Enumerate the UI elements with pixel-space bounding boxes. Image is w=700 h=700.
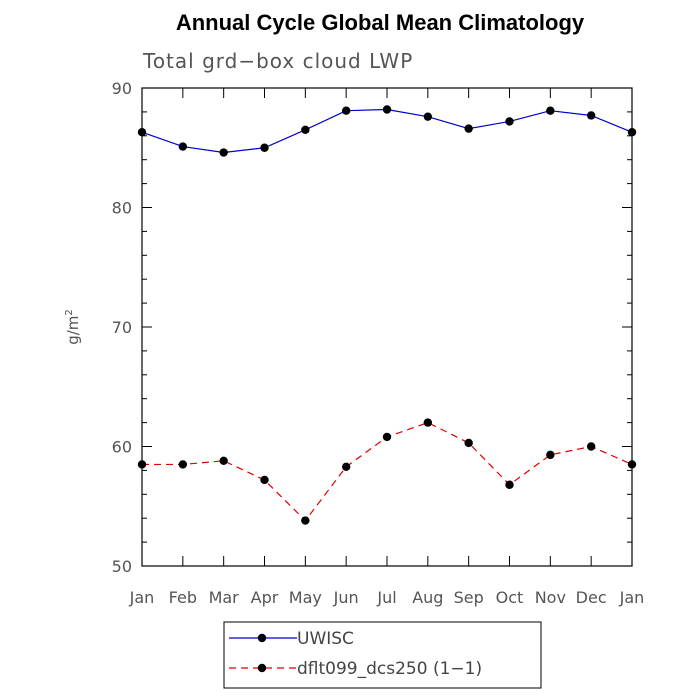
data-point	[382, 105, 392, 114]
data-point	[546, 450, 555, 460]
data-point	[178, 460, 188, 469]
data-point	[505, 480, 514, 489]
legend-label-1: UWISC	[297, 629, 354, 649]
data-point	[586, 111, 596, 120]
x-tick-label: Mar	[209, 588, 240, 607]
x-tick-label: Aug	[412, 588, 443, 607]
data-point	[423, 112, 433, 121]
y-tick-label: 50	[112, 557, 132, 576]
legend-marker	[257, 663, 267, 673]
y-axis: 50 60 70 80 90	[112, 79, 632, 576]
legend: UWISC dflt099_dcs250 (1−1)	[223, 621, 542, 689]
legend-box	[223, 621, 542, 689]
legend-marker	[257, 633, 267, 643]
legend-label-2: dflt099_dcs250 (1−1)	[297, 659, 482, 679]
x-tick-label: Feb	[169, 588, 197, 607]
x-tick-label: Jun	[333, 588, 359, 607]
plot-frame	[141, 87, 633, 567]
x-tick-label: Jan	[619, 588, 645, 607]
data-point	[219, 148, 228, 157]
data-point	[382, 432, 392, 442]
data-point	[301, 125, 310, 135]
x-tick-label: Jan	[129, 588, 155, 607]
chart-subtitle: Total grd−box cloud LWP	[142, 49, 413, 73]
x-tick-label: Nov	[535, 588, 566, 607]
y-tick-label: 90	[112, 79, 132, 98]
data-point	[586, 442, 596, 451]
data-point	[464, 124, 473, 133]
data-point	[178, 142, 188, 151]
data-point	[219, 456, 228, 466]
y-axis-label: g/m2	[64, 309, 82, 345]
data-point	[627, 460, 637, 469]
data-point	[464, 438, 473, 448]
data-point	[505, 117, 514, 126]
data-point	[260, 143, 269, 152]
data-point	[423, 418, 433, 427]
data-point	[341, 462, 351, 472]
x-tick-label: Oct	[496, 588, 524, 607]
y-tick-label: 80	[112, 199, 132, 218]
y-tick-label: 70	[112, 318, 132, 337]
series-line-1	[141, 108, 633, 154]
data-point	[546, 106, 555, 115]
x-axis: Jan Feb Mar Apr May Jun Jul Aug Sep Oct Nov Dec Jan	[129, 88, 645, 607]
y-tick-label: 60	[112, 438, 132, 457]
data-point	[260, 475, 269, 485]
series-layer	[137, 105, 637, 525]
y-axis-label-base: g/m	[64, 316, 82, 345]
x-tick-label: Jul	[376, 588, 396, 607]
data-point	[301, 516, 310, 525]
data-point	[627, 128, 637, 137]
x-tick-label: Sep	[454, 588, 484, 607]
x-tick-label: Apr	[251, 588, 279, 607]
x-tick-label: Dec	[576, 588, 607, 607]
data-point	[137, 128, 147, 137]
data-point	[137, 460, 147, 469]
y-axis-label-superscript: 2	[64, 309, 75, 315]
data-point	[341, 106, 351, 115]
x-tick-label: May	[289, 588, 322, 607]
chart-title: Annual Cycle Global Mean Climatology	[176, 10, 585, 35]
